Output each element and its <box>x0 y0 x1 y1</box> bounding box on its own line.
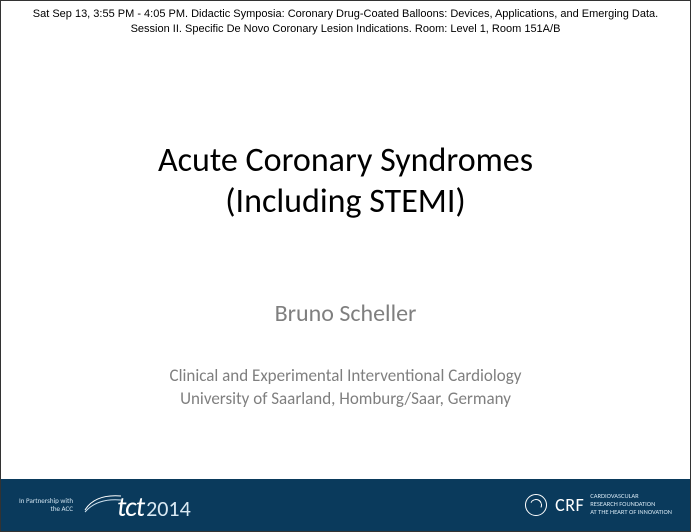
footer-left: In Partnership with the ACC tct 2014 <box>19 486 191 524</box>
affiliation-line-1: Clinical and Experimental Interventional… <box>1 365 690 388</box>
footer-right: CRF CARDIOVASCULAR RESEARCH FOUNDATION A… <box>525 493 672 516</box>
tct-swoosh-icon <box>83 486 123 516</box>
title-line-2: (Including STEMI) <box>1 182 690 223</box>
crf-sub-line-3: At the heart of innovation <box>590 509 672 517</box>
crf-main: CRF <box>555 494 584 516</box>
partnership-text: In Partnership with the ACC <box>19 497 73 512</box>
affiliation-line-2: University of Saarland, Homburg/Saar, Ge… <box>1 388 690 411</box>
crf-text-block: CRF CARDIOVASCULAR RESEARCH FOUNDATION A… <box>555 493 672 516</box>
speaker-name: Bruno Scheller <box>1 299 690 328</box>
tct-logo: tct 2014 <box>83 486 191 524</box>
affiliation-block: Clinical and Experimental Interventional… <box>1 365 690 411</box>
session-info-block: Sat Sep 13, 3:55 PM - 4:05 PM. Didactic … <box>25 7 666 37</box>
footer-bar: In Partnership with the ACC tct 2014 CRF… <box>1 479 690 531</box>
crf-circle-icon <box>525 494 547 516</box>
crf-sub: CARDIOVASCULAR RESEARCH FOUNDATION At th… <box>590 493 672 516</box>
partnership-line-2: the ACC <box>19 505 73 513</box>
session-line-1: Sat Sep 13, 3:55 PM - 4:05 PM. Didactic … <box>25 7 666 22</box>
presentation-title: Acute Coronary Syndromes (Including STEM… <box>1 141 690 223</box>
slide-container: Sat Sep 13, 3:55 PM - 4:05 PM. Didactic … <box>0 0 691 532</box>
tct-year: 2014 <box>146 495 191 522</box>
title-line-1: Acute Coronary Syndromes <box>1 141 690 182</box>
session-line-2: Session II. Specific De Novo Coronary Le… <box>25 22 666 37</box>
